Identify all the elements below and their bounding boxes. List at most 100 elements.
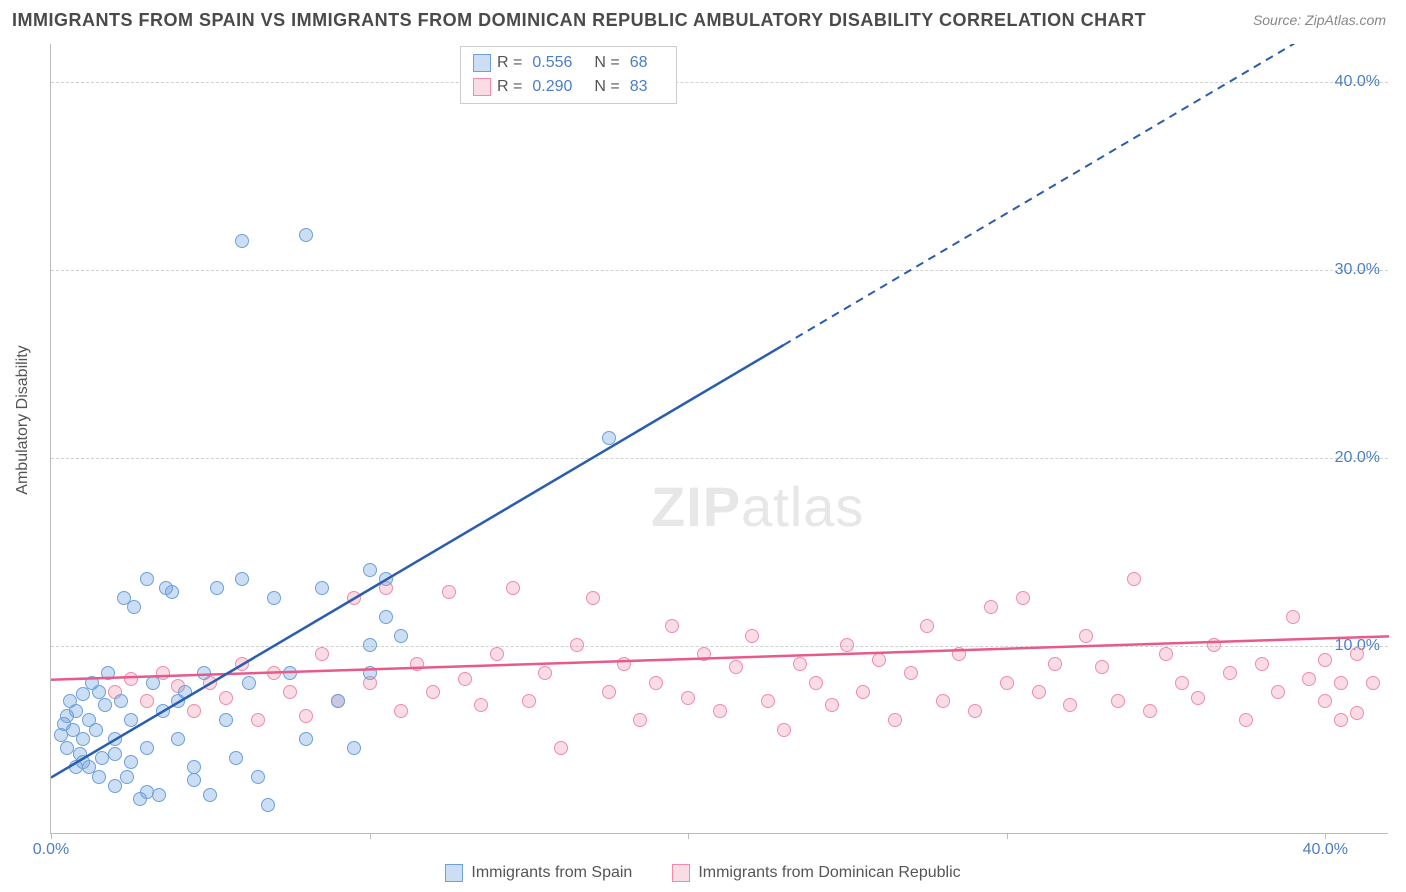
data-point: [283, 685, 297, 699]
data-point: [458, 672, 472, 686]
data-point: [235, 572, 249, 586]
data-point: [219, 713, 233, 727]
gridline: [51, 270, 1388, 271]
data-point: [315, 647, 329, 661]
xtick-mark: [688, 833, 689, 839]
data-point: [347, 591, 361, 605]
r-value-series1: 0.556: [532, 51, 572, 75]
data-point: [410, 657, 424, 671]
data-point: [251, 713, 265, 727]
data-point: [1111, 694, 1125, 708]
data-point: [1255, 657, 1269, 671]
legend-row-series1: R = 0.556 N = 68: [473, 51, 664, 75]
data-point: [1318, 694, 1332, 708]
y-axis-label: Ambulatory Disability: [14, 345, 32, 494]
data-point: [156, 704, 170, 718]
data-point: [968, 704, 982, 718]
data-point: [1334, 676, 1348, 690]
data-point: [124, 755, 138, 769]
data-point: [146, 676, 160, 690]
data-point: [1016, 591, 1030, 605]
data-point: [379, 610, 393, 624]
data-point: [920, 619, 934, 633]
data-point: [108, 732, 122, 746]
data-point: [363, 638, 377, 652]
data-point: [490, 647, 504, 661]
data-point: [267, 666, 281, 680]
data-point: [602, 685, 616, 699]
plot-area: ZIPatlas 10.0%20.0%30.0%40.0%0.0%40.0%: [50, 44, 1388, 834]
data-point: [888, 713, 902, 727]
data-point: [1271, 685, 1285, 699]
data-point: [745, 629, 759, 643]
legend-swatch-series1: [473, 54, 491, 72]
data-point: [165, 585, 179, 599]
correlation-legend: R = 0.556 N = 68 R = 0.290 N = 83: [460, 46, 677, 104]
xtick-mark: [1325, 833, 1326, 839]
legend-label-series1: Immigrants from Spain: [471, 864, 632, 882]
data-point: [140, 741, 154, 755]
data-point: [76, 732, 90, 746]
data-point: [1350, 706, 1364, 720]
data-point: [1127, 572, 1141, 586]
data-point: [617, 657, 631, 671]
data-point: [69, 760, 83, 774]
data-point: [729, 660, 743, 674]
data-point: [251, 770, 265, 784]
data-point: [936, 694, 950, 708]
data-point: [856, 685, 870, 699]
data-point: [697, 647, 711, 661]
r-label: R =: [497, 75, 522, 99]
data-point: [120, 770, 134, 784]
series-legend: Immigrants from Spain Immigrants from Do…: [0, 864, 1406, 882]
data-point: [522, 694, 536, 708]
data-point: [1032, 685, 1046, 699]
data-point: [235, 657, 249, 671]
data-point: [76, 687, 90, 701]
data-point: [1302, 672, 1316, 686]
data-point: [347, 741, 361, 755]
data-point: [331, 694, 345, 708]
legend-label-series2: Immigrants from Dominican Republic: [698, 864, 960, 882]
data-point: [1191, 691, 1205, 705]
data-point: [840, 638, 854, 652]
data-point: [952, 647, 966, 661]
data-point: [1063, 698, 1077, 712]
data-point: [242, 676, 256, 690]
data-point: [299, 732, 313, 746]
data-point: [1159, 647, 1173, 661]
data-point: [984, 600, 998, 614]
legend-swatch-series1: [445, 864, 463, 882]
data-point: [315, 581, 329, 595]
xtick-mark: [51, 833, 52, 839]
data-point: [1048, 657, 1062, 671]
data-point: [229, 751, 243, 765]
data-point: [633, 713, 647, 727]
ytick-label: 30.0%: [1335, 261, 1380, 279]
data-point: [665, 619, 679, 633]
xtick-label: 0.0%: [33, 841, 69, 859]
data-point: [98, 698, 112, 712]
data-point: [219, 691, 233, 705]
legend-item-series1: Immigrants from Spain: [445, 864, 632, 882]
r-value-series2: 0.290: [532, 75, 572, 99]
data-point: [187, 773, 201, 787]
legend-swatch-series2: [672, 864, 690, 882]
data-point: [124, 713, 138, 727]
data-point: [1207, 638, 1221, 652]
data-point: [649, 676, 663, 690]
data-point: [235, 234, 249, 248]
data-point: [1366, 676, 1380, 690]
legend-item-series2: Immigrants from Dominican Republic: [672, 864, 960, 882]
data-point: [1079, 629, 1093, 643]
legend-swatch-series2: [473, 78, 491, 96]
n-value-series1: 68: [630, 51, 648, 75]
data-point: [1350, 647, 1364, 661]
data-point: [210, 581, 224, 595]
data-point: [140, 785, 154, 799]
data-point: [187, 760, 201, 774]
data-point: [904, 666, 918, 680]
data-point: [1239, 713, 1253, 727]
data-point: [92, 685, 106, 699]
data-point: [124, 672, 138, 686]
